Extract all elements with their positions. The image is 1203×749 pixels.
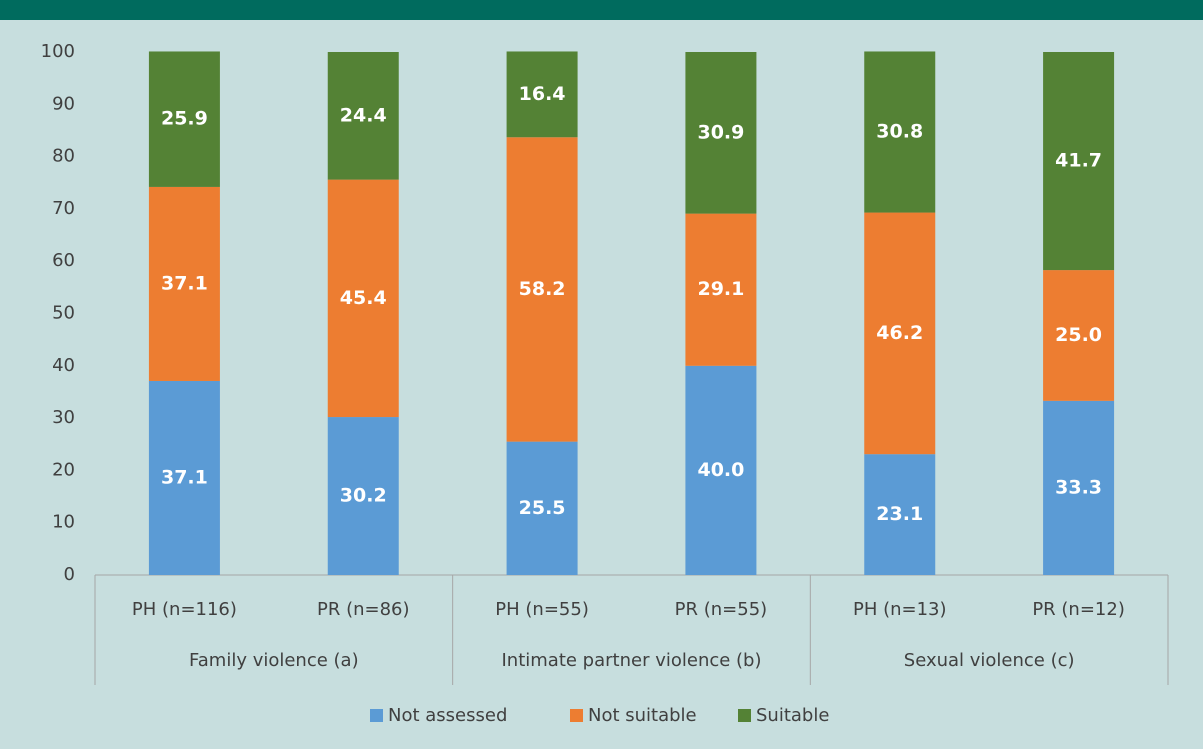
bar-segment (1043, 400, 1115, 575)
data-label: 37.1 (161, 466, 208, 488)
y-tick-label: 80 (52, 146, 75, 167)
bar-segment (327, 52, 399, 180)
legend-label: Not assessed (388, 705, 507, 726)
y-tick-label: 40 (52, 355, 75, 376)
y-tick-label: 90 (52, 93, 75, 114)
data-label: 45.4 (340, 287, 387, 309)
bar-segment (506, 51, 578, 138)
y-tick-label: 0 (64, 564, 75, 585)
bar-segment (148, 51, 220, 187)
data-label: 25.5 (519, 497, 566, 519)
bar-segment (685, 213, 757, 366)
bar-segment (685, 365, 757, 575)
data-label: 25.0 (1055, 324, 1102, 346)
y-tick-label: 70 (52, 198, 75, 219)
y-tick-label: 20 (52, 459, 75, 480)
data-label: 37.1 (161, 272, 208, 294)
bar-segment (148, 186, 220, 381)
data-label: 30.9 (697, 121, 744, 143)
y-tick-label: 10 (52, 512, 75, 533)
y-tick-label: 60 (52, 250, 75, 271)
data-label: 46.2 (876, 322, 923, 344)
legend-label: Suitable (756, 705, 829, 726)
x-tick-label: PH (n=116) (132, 599, 237, 620)
bar-segment (685, 52, 757, 214)
title-banner (0, 0, 1203, 20)
data-label: 58.2 (519, 278, 566, 300)
bar-segment (1043, 52, 1115, 271)
data-label: 23.1 (876, 503, 923, 525)
x-tick-label: PH (n=13) (853, 599, 947, 620)
group-label: Sexual violence (c) (904, 650, 1075, 671)
x-tick-label: PR (n=86) (317, 599, 410, 620)
legend-label: Not suitable (588, 705, 697, 726)
data-label: 16.4 (519, 83, 566, 105)
legend-swatch (738, 709, 751, 722)
legend-swatch (370, 709, 383, 722)
x-tick-label: PH (n=55) (495, 599, 589, 620)
bar-segment (148, 380, 220, 575)
data-label: 29.1 (697, 278, 744, 300)
data-label: 25.9 (161, 108, 208, 130)
bar-segment (327, 417, 399, 575)
x-tick-label: PR (n=12) (1032, 599, 1125, 620)
bar-segment (864, 212, 936, 455)
bar-segment (1043, 270, 1115, 401)
group-label: Intimate partner violence (b) (501, 650, 761, 671)
y-tick-label: 30 (52, 407, 75, 428)
group-label: Family violence (a) (189, 650, 359, 671)
data-label: 33.3 (1055, 476, 1102, 498)
bar-segment (506, 137, 578, 442)
data-label: 24.4 (340, 104, 387, 126)
x-tick-label: PR (n=55) (675, 599, 768, 620)
bar-segment (864, 51, 936, 213)
data-label: 30.8 (876, 121, 923, 143)
data-label: 41.7 (1055, 150, 1102, 172)
bar-segment (506, 441, 578, 575)
bar-segment (327, 179, 399, 418)
data-label: 30.2 (340, 485, 387, 507)
y-tick-label: 50 (52, 303, 75, 324)
bar-segment (864, 454, 936, 575)
y-tick-label: 100 (41, 41, 75, 62)
data-label: 40.0 (697, 459, 744, 481)
legend-swatch (570, 709, 583, 722)
